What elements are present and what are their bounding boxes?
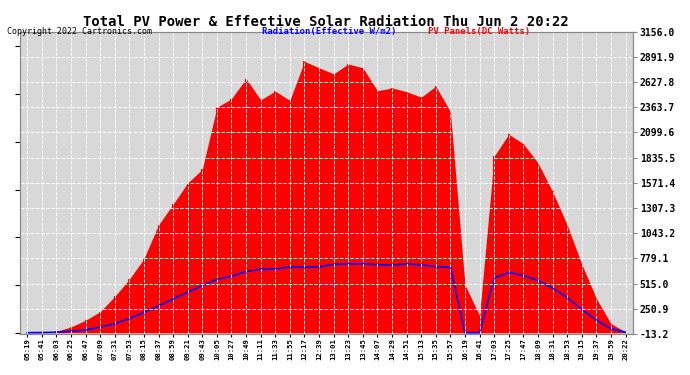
Text: PV Panels(DC Watts): PV Panels(DC Watts) <box>428 27 530 36</box>
Title: Total PV Power & Effective Solar Radiation Thu Jun 2 20:22: Total PV Power & Effective Solar Radiati… <box>83 15 569 29</box>
Text: Copyright 2022 Cartronics.com: Copyright 2022 Cartronics.com <box>7 27 152 36</box>
Text: Radiation(Effective W/m2): Radiation(Effective W/m2) <box>262 27 397 36</box>
